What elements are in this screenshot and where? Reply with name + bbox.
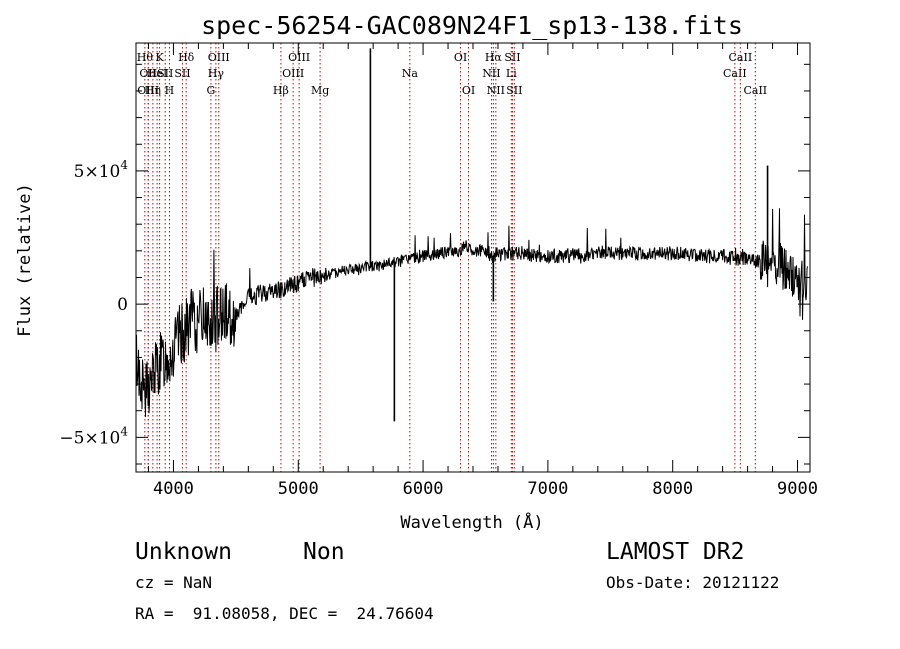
line-marker-label: OIII [137, 84, 159, 97]
survey-label: LAMOST DR2 [606, 539, 744, 565]
y-axis-label: Flux (relative) [15, 183, 35, 337]
line-marker-label: SII [504, 51, 520, 64]
x-tick-label: 4000 [153, 479, 194, 499]
subclass-label: Non [303, 539, 345, 565]
x-tick-label: 6000 [403, 479, 444, 499]
line-marker-label: CaII [723, 67, 747, 80]
line-marker-label: Na [402, 67, 419, 80]
line-marker-label: Hβ [273, 84, 289, 97]
line-marker-label: OIII [282, 67, 304, 80]
line-marker-label: Hα [485, 51, 503, 64]
line-marker-label: OI [454, 51, 467, 64]
x-tick-label: 9000 [777, 479, 818, 499]
line-marker-label: CaII [729, 51, 753, 64]
line-marker-label: Hγ [208, 67, 225, 80]
spectrum-line [135, 208, 808, 417]
y-tick-label: 0 [117, 295, 128, 315]
line-marker-label: H [165, 84, 175, 97]
line-marker-label: SII [174, 67, 190, 80]
line-marker-label: Hδ [178, 51, 195, 64]
line-marker-label: Mg [311, 84, 329, 97]
line-marker-label: SII [157, 67, 173, 80]
coords-label: RA = 91.08058, DEC = 24.76604 [135, 604, 434, 623]
x-tick-label: 5000 [278, 479, 319, 499]
line-marker-label: CaII [743, 84, 767, 97]
y-tick-label: −5×104 [59, 424, 128, 448]
line-marker-label: NII [487, 84, 505, 97]
x-tick-label: 7000 [527, 479, 568, 499]
axis-ticks: 4000 5000 6000 7000 8000 9000 −5×104 0 5×104 [59, 43, 818, 499]
line-marker-label: Li [506, 67, 517, 80]
line-marker-label: G [206, 84, 215, 97]
class-label: Unknown [135, 539, 232, 565]
line-marker-label: HeI [147, 67, 167, 80]
x-tick-label: 8000 [652, 479, 693, 499]
obs-date-label: Obs-Date: 20121122 [606, 573, 779, 592]
line-marker-label: SII [506, 84, 522, 97]
line-marker-label: Hη [145, 84, 161, 97]
line-marker-label: Hθ [137, 51, 154, 64]
line-marker-label: OII [139, 67, 157, 80]
chart-title: spec-56254-GAC089N24F1_sp13-138.fits [201, 11, 743, 40]
line-marker-label: OI [462, 84, 475, 97]
line-marker-label: OIII [288, 51, 310, 64]
line-marker-label: NII [482, 67, 500, 80]
x-axis-label: Wavelength (Å) [400, 511, 543, 533]
line-marker-label: K [155, 51, 164, 64]
spectrum-series [135, 48, 808, 422]
line-marker-label: OIII [208, 51, 230, 64]
y-tick-label: 5×104 [74, 158, 129, 182]
line-markers: HθOIIOIIIHηHeIKSIIHSIIHδGHγOIIIHβOIIIOII… [137, 43, 767, 472]
cz-label: cz = NaN [135, 573, 212, 592]
